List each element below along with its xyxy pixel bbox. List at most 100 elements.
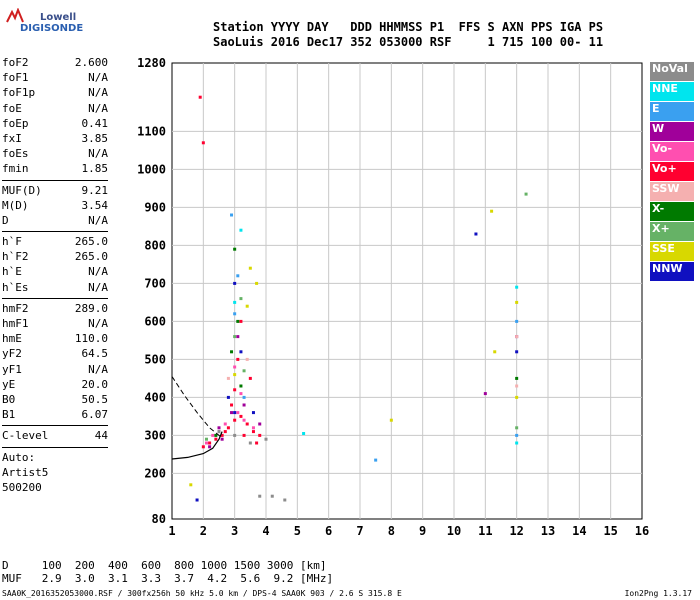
param-name: h`E [2, 265, 22, 279]
point-voplus [233, 418, 237, 422]
param-row-fof1p: foF1p N/A [2, 86, 108, 101]
legend-item-xplus: X+ [650, 222, 694, 241]
point-e [236, 274, 240, 278]
polarization-legend: NoVal NNE E W Vo- Vo+ SSW X- X+ SSE NNW [650, 62, 694, 282]
point-sse [233, 373, 237, 377]
point-nne [515, 285, 519, 289]
point-noval [270, 494, 274, 498]
param-name: B1 [2, 408, 16, 422]
x-tick-label: 4 [262, 524, 269, 538]
x-tick-label: 8 [388, 524, 395, 538]
param-row-ye: yE 20.0 [2, 378, 108, 393]
point-vominus [233, 365, 237, 369]
y-tick-label: 200 [144, 466, 166, 480]
param-row-mufd: MUF(D) 9.21 [2, 184, 108, 199]
autoscaling-info: 500200 [2, 480, 42, 494]
trace-curve [171, 431, 223, 460]
param-value: 9.21 [81, 183, 109, 197]
param-name: hmF2 [2, 301, 29, 315]
point-voplus [201, 141, 205, 145]
point-noval [248, 441, 252, 445]
point-xminus [236, 319, 240, 323]
param-value: N/A [88, 101, 108, 115]
param-value: 44 [94, 429, 108, 443]
point-nnw [251, 411, 255, 415]
param-value: 289.0 [74, 301, 108, 315]
param-value: N/A [88, 147, 108, 161]
point-sse [389, 418, 393, 422]
param-name: yF1 [2, 362, 22, 376]
point-voplus [230, 403, 234, 407]
plot-frame [171, 62, 643, 520]
param-row-hmf1: hmF1 N/A [2, 317, 108, 332]
distance-row: D 100 200 400 600 800 1000 1500 3000 [km… [2, 559, 327, 572]
point-w [236, 335, 240, 339]
point-w [258, 422, 262, 426]
param-row-b0: B0 50.5 [2, 393, 108, 408]
point-vominus [223, 422, 227, 426]
x-tick-label: 7 [356, 524, 363, 538]
point-xminus [233, 247, 237, 251]
param-separator [2, 179, 108, 181]
param-row-foep: foEp 0.41 [2, 117, 108, 132]
param-row-he: h`E N/A [2, 265, 108, 280]
point-xplus [242, 369, 246, 373]
point-e [242, 395, 246, 399]
param-name: hmE [2, 332, 22, 346]
point-ssw [226, 376, 230, 380]
point-sse [515, 300, 519, 304]
param-value: 3.54 [81, 198, 109, 212]
param-value: N/A [88, 280, 108, 294]
point-nne [239, 228, 243, 232]
y-tick-label: 900 [144, 200, 166, 214]
point-voplus [242, 433, 246, 437]
muf-table: D 100 200 400 600 800 1000 1500 3000 [km… [2, 559, 333, 585]
param-value: N/A [88, 362, 108, 376]
point-vominus [239, 392, 243, 396]
point-xplus [233, 335, 237, 339]
param-name: foF2 [2, 56, 29, 69]
param-value: 1.85 [81, 162, 109, 176]
x-tick-label: 16 [635, 524, 649, 538]
point-voplus [239, 319, 243, 323]
param-row-fof2: foF2 2.600 [2, 56, 108, 71]
param-row-foes: foEs N/A [2, 147, 108, 162]
point-sse [245, 304, 249, 308]
point-w [230, 411, 234, 415]
legend-item-noval: NoVal [650, 62, 694, 81]
point-e [515, 433, 519, 437]
param-row-foe: foE N/A [2, 102, 108, 117]
point-voplus [236, 357, 240, 361]
param-name: fmin [2, 162, 29, 176]
point-xminus [230, 350, 234, 354]
param-name: MUF(D) [2, 183, 42, 197]
point-nnw [195, 498, 199, 502]
legend-item-xminus: X- [650, 202, 694, 221]
x-tick-label: 3 [231, 524, 238, 538]
point-w [483, 392, 487, 396]
param-row-fxi: fxI 3.85 [2, 132, 108, 147]
param-name: foF1p [2, 86, 36, 100]
y-tick-label: 600 [144, 314, 166, 328]
point-voplus [248, 376, 252, 380]
param-name: M(D) [2, 198, 29, 212]
point-ssw [515, 384, 519, 388]
point-sse [248, 266, 252, 270]
point-voplus [245, 422, 249, 426]
x-tick-label: 9 [419, 524, 426, 538]
point-xplus [515, 426, 519, 430]
point-noval [233, 433, 237, 437]
param-name: h`Es [2, 280, 29, 294]
antenna-icon [6, 8, 24, 23]
param-row-fof1: foF1 N/A [2, 71, 108, 86]
param-separator [2, 446, 108, 448]
point-noval [264, 437, 268, 441]
param-value: 64.5 [81, 347, 109, 361]
param-row-hf: h`F 265.0 [2, 235, 108, 250]
point-e [374, 458, 378, 462]
param-value: 50.5 [81, 392, 109, 406]
point-w [217, 426, 221, 430]
point-noval [283, 498, 287, 502]
param-row-fmin: fmin 1.85 [2, 162, 108, 177]
point-w [208, 445, 212, 449]
